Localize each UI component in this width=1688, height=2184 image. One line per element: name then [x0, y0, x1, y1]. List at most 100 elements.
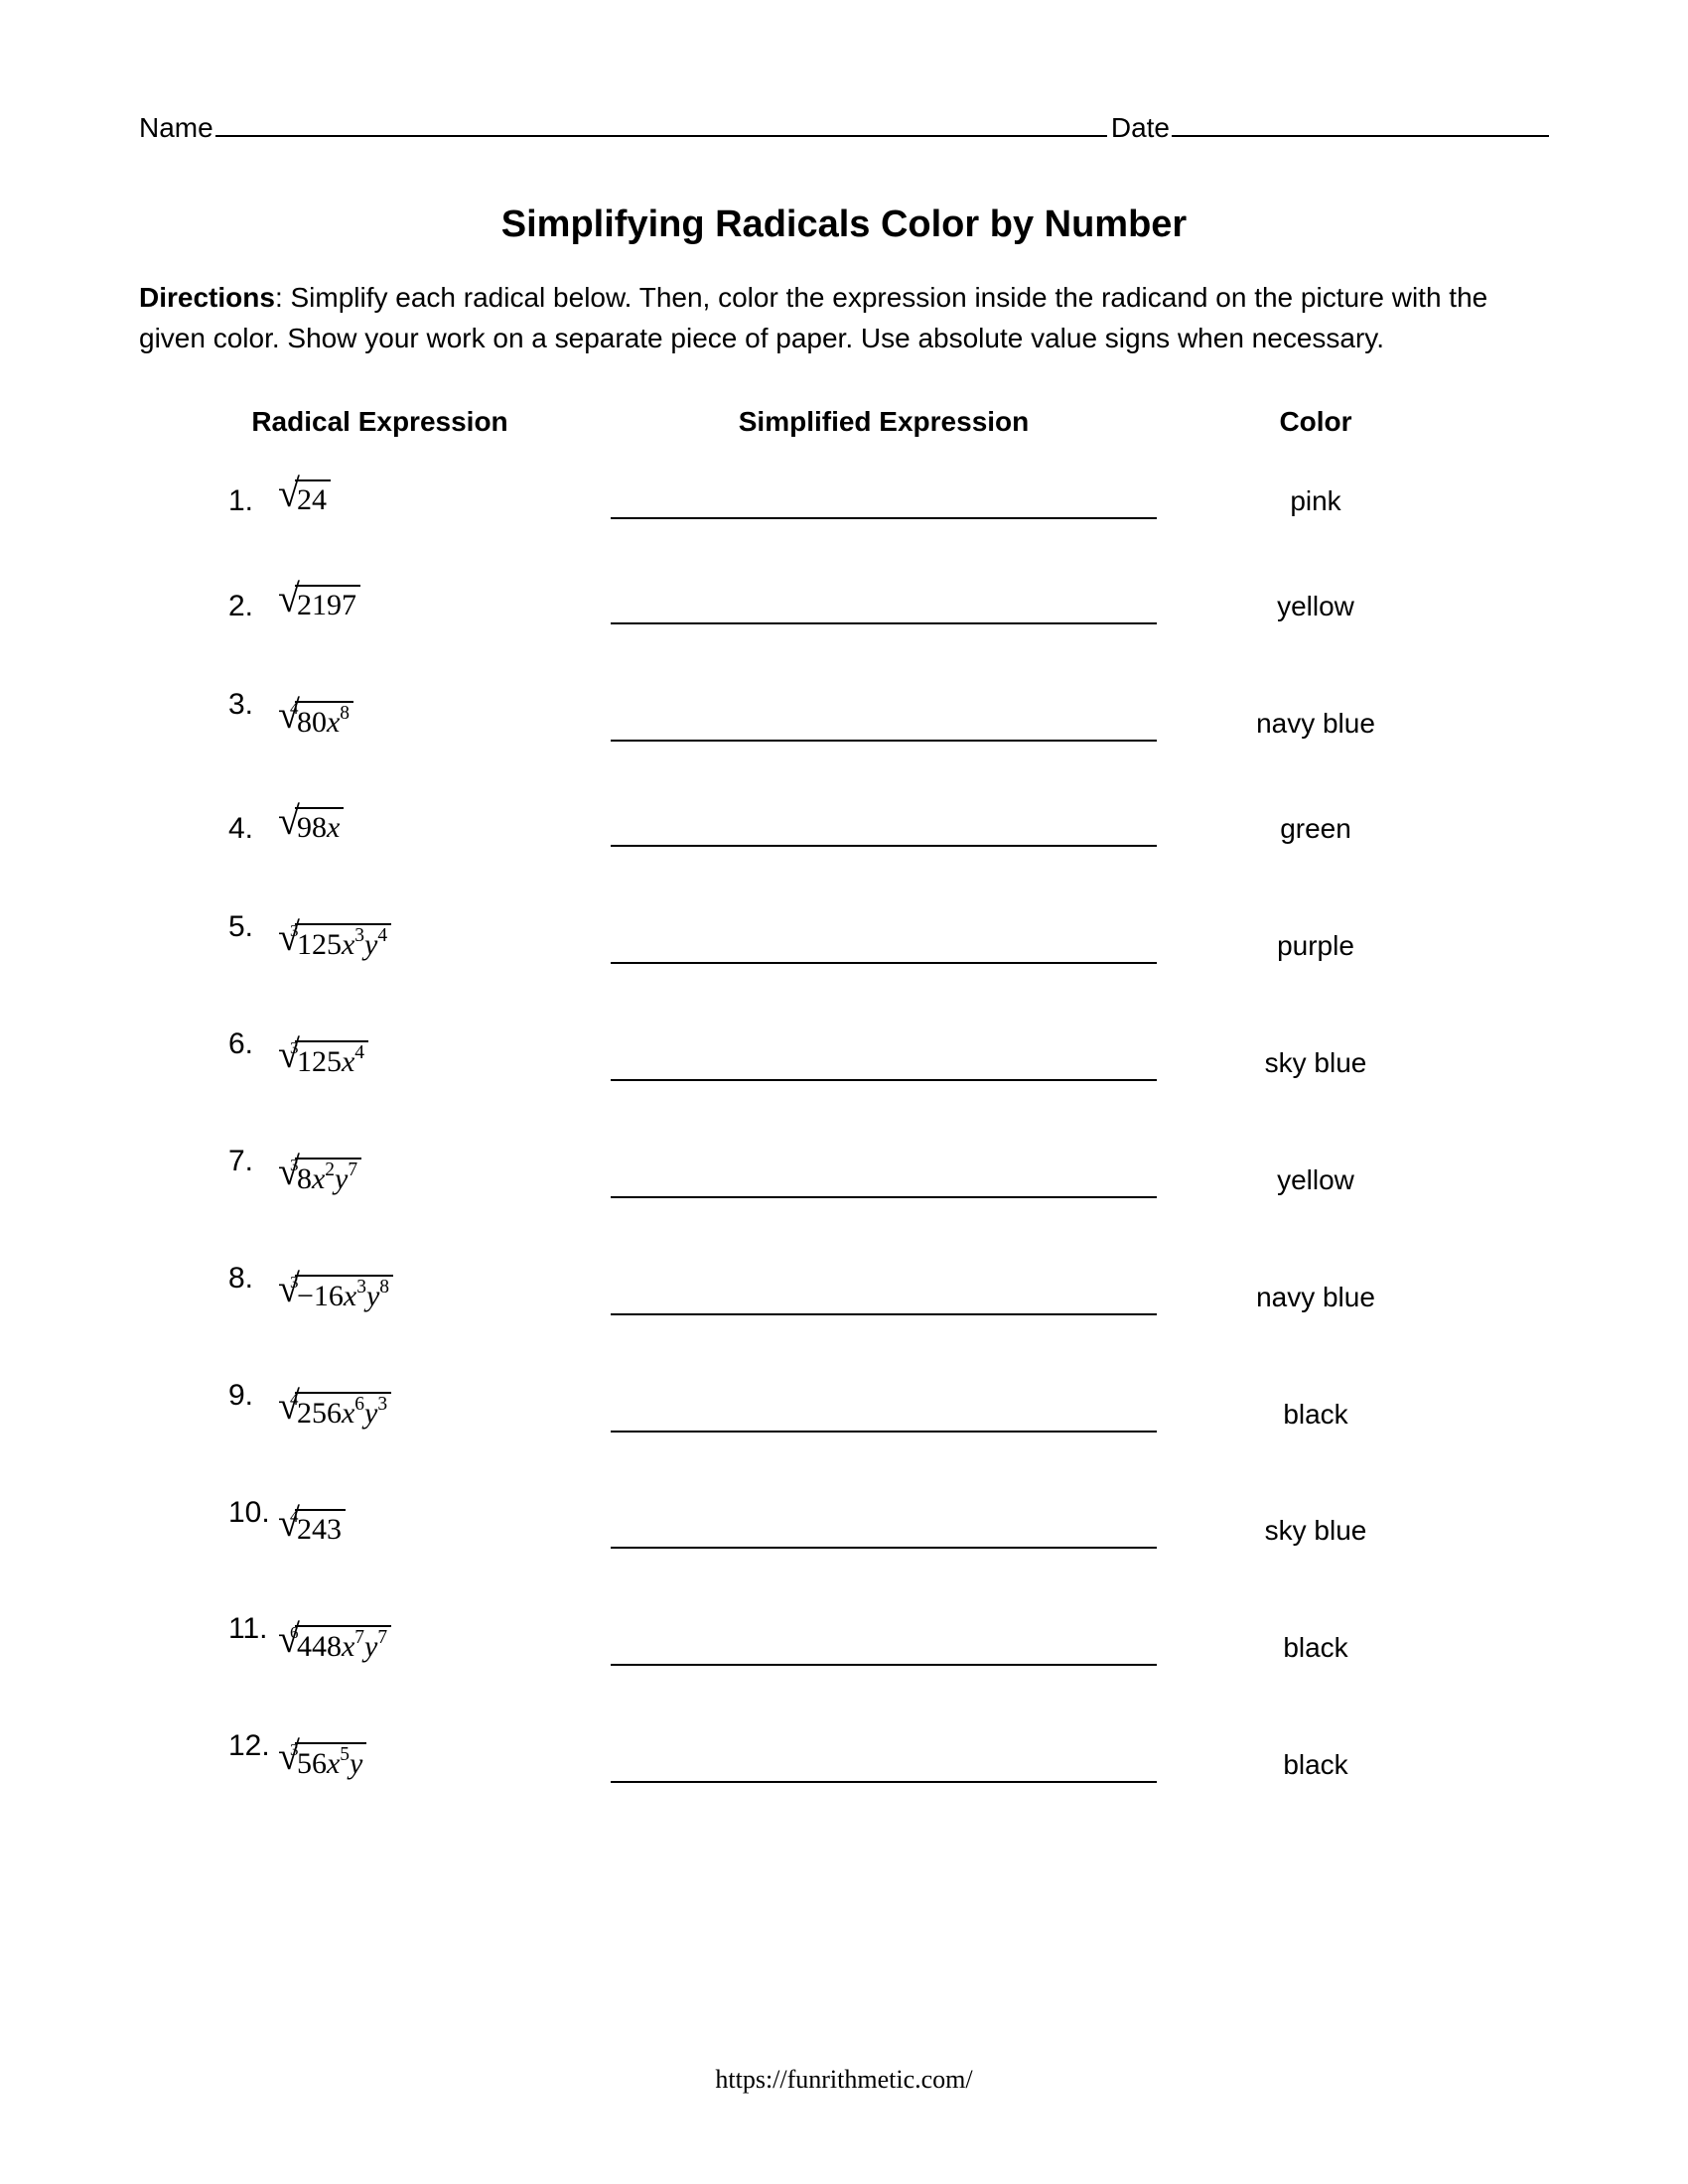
radical-sign: √ [278, 1034, 300, 1074]
answer-input-line[interactable] [611, 1431, 1157, 1433]
problem-number: 4. [228, 812, 278, 846]
radical-expression-cell: 7.3√8x2y7 [139, 1145, 581, 1198]
answer-input-line[interactable] [611, 1313, 1157, 1315]
answer-cell [581, 1196, 1187, 1198]
answer-cell [581, 1664, 1187, 1666]
color-cell: green [1187, 813, 1445, 847]
radical-expression-cell: 5.3√125x3y4 [139, 910, 581, 964]
color-cell: pink [1187, 485, 1445, 519]
footer-url: https://funrithmetic.com/ [0, 2065, 1688, 2095]
problem-number: 2. [228, 590, 278, 623]
radical-expression-cell: 11.6√448x7y7 [139, 1612, 581, 1666]
radical-sign: √ [278, 474, 300, 513]
radical-sign: √ [278, 801, 300, 841]
answer-input-line[interactable] [611, 740, 1157, 742]
radical-expression: 3√56x5y [278, 1740, 366, 1783]
radicand: −16x3y8 [295, 1275, 393, 1315]
column-header-simplified: Simplified Expression [581, 406, 1187, 438]
answer-cell [581, 622, 1187, 624]
problem-number: 6. [228, 1027, 278, 1061]
answer-input-line[interactable] [611, 1664, 1157, 1666]
table-row: 2.√2197yellow [139, 583, 1549, 624]
problem-number: 5. [228, 910, 278, 944]
table-row: 9.4√256x6y3black [139, 1379, 1549, 1433]
radical-sign: √ [278, 917, 300, 957]
radical-sign: √ [278, 579, 300, 618]
radicand: 256x6y3 [295, 1392, 391, 1433]
table-row: 5.3√125x3y4 purple [139, 910, 1549, 964]
name-input-line[interactable] [215, 109, 1107, 137]
date-input-line[interactable] [1172, 109, 1549, 137]
radicand: 56x5y [295, 1742, 366, 1783]
radical-sign: √ [278, 1736, 300, 1776]
table-row: 7.3√8x2y7 yellow [139, 1145, 1549, 1198]
problems-table: Radical Expression Simplified Expression… [139, 406, 1549, 1783]
radical-expression-cell: 4.√98x [139, 805, 581, 847]
color-cell: sky blue [1187, 1515, 1445, 1549]
color-cell: navy blue [1187, 708, 1445, 742]
problem-number: 12. [228, 1729, 278, 1763]
answer-input-line[interactable] [611, 962, 1157, 964]
answer-input-line[interactable] [611, 622, 1157, 624]
table-row: 1.√24 pink [139, 478, 1549, 519]
answer-cell [581, 845, 1187, 847]
color-cell: sky blue [1187, 1047, 1445, 1081]
color-cell: black [1187, 1399, 1445, 1433]
problem-number: 11. [228, 1612, 278, 1646]
table-row: 11.6√448x7y7 black [139, 1612, 1549, 1666]
radical-sign: √ [278, 1619, 300, 1659]
radical-expression: 3√8x2y7 [278, 1156, 361, 1198]
answer-input-line[interactable] [611, 1781, 1157, 1783]
directions-paragraph: Directions: Simplify each radical below.… [139, 278, 1549, 358]
table-row: 4.√98x green [139, 805, 1549, 847]
answer-input-line[interactable] [611, 1547, 1157, 1549]
radicand: 125x3y4 [295, 923, 391, 964]
radical-expression: 4√256x6y3 [278, 1390, 391, 1433]
table-header: Radical Expression Simplified Expression… [139, 406, 1549, 438]
radicand: 243 [295, 1509, 346, 1549]
radical-expression: 3√125x4 [278, 1038, 368, 1081]
radical-expression: 4√243 [278, 1507, 346, 1549]
radical-expression: √24 [278, 478, 331, 519]
answer-input-line[interactable] [611, 1079, 1157, 1081]
color-cell: black [1187, 1632, 1445, 1666]
radical-sign: √ [278, 1152, 300, 1191]
table-row: 12.3√56x5y black [139, 1729, 1549, 1783]
radical-sign: √ [278, 695, 300, 735]
table-row: 8.3√−16x3y8 navy blue [139, 1262, 1549, 1315]
answer-input-line[interactable] [611, 845, 1157, 847]
radical-sign: √ [278, 1386, 300, 1426]
worksheet-title: Simplifying Radicals Color by Number [139, 204, 1549, 246]
radical-expression-cell: 3.4√80x8 [139, 688, 581, 742]
directions-label: Directions [139, 282, 275, 313]
color-cell: black [1187, 1749, 1445, 1783]
directions-text: : Simplify each radical below. Then, col… [139, 282, 1487, 353]
answer-input-line[interactable] [611, 1196, 1157, 1198]
color-cell: yellow [1187, 1164, 1445, 1198]
header-line: Name Date [139, 109, 1549, 144]
color-cell: navy blue [1187, 1282, 1445, 1315]
radical-expression: 4√80x8 [278, 699, 353, 742]
column-header-color: Color [1187, 406, 1445, 438]
radical-expression-cell: 8.3√−16x3y8 [139, 1262, 581, 1315]
radicand: 80x8 [295, 701, 353, 742]
table-row: 6.3√125x4 sky blue [139, 1027, 1549, 1081]
date-label: Date [1111, 112, 1170, 144]
radicand: 125x4 [295, 1040, 368, 1081]
answer-cell [581, 1781, 1187, 1783]
color-cell: purple [1187, 930, 1445, 964]
radical-expression-cell: 12.3√56x5y [139, 1729, 581, 1783]
problem-number: 8. [228, 1262, 278, 1296]
table-row: 3.4√80x8 navy blue [139, 688, 1549, 742]
problem-number: 10. [228, 1496, 278, 1530]
radical-expression-cell: 1.√24 [139, 478, 581, 519]
column-header-expression: Radical Expression [139, 406, 581, 438]
name-label: Name [139, 112, 213, 144]
radicand: 24 [295, 479, 331, 519]
radical-expression-cell: 6.3√125x4 [139, 1027, 581, 1081]
radical-expression: 3√−16x3y8 [278, 1273, 393, 1315]
answer-input-line[interactable] [611, 517, 1157, 519]
answer-cell [581, 1431, 1187, 1433]
radical-expression: 6√448x7y7 [278, 1623, 391, 1666]
radical-expression-cell: 2.√2197 [139, 583, 581, 624]
